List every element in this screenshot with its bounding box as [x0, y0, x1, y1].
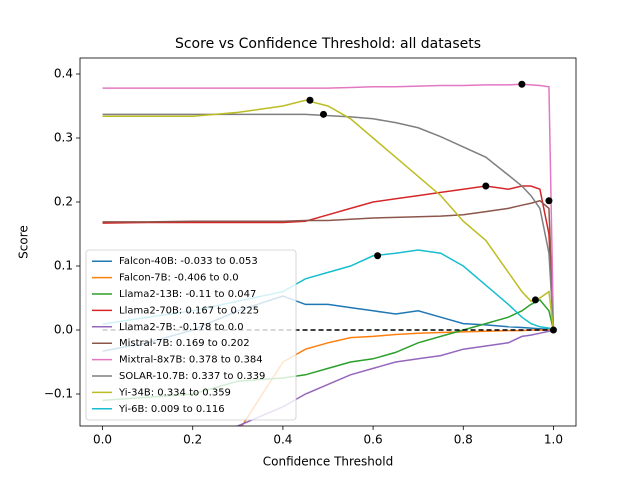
marker: [531, 296, 539, 304]
legend: Falcon-40B: -0.033 to 0.053 Falcon-7B: -0…: [85, 249, 297, 421]
legend-label: Yi-34B: 0.334 to 0.359: [118, 387, 231, 398]
legend-label: Mixtral-8x7B: 0.378 to 0.384: [119, 355, 263, 366]
axes-frame: [79, 57, 577, 427]
series-line: [102, 199, 555, 331]
marker: [482, 182, 490, 190]
marker: [518, 80, 526, 88]
y-tick-label: 0.1: [54, 259, 73, 273]
legend-label: Llama2-70B: 0.167 to 0.225: [119, 305, 259, 316]
y-tick-label: −0.1: [44, 387, 73, 401]
series-line: [235, 329, 554, 426]
series-line: [102, 185, 555, 331]
y-axis-label: Score: [17, 225, 31, 259]
marker: [545, 197, 553, 205]
y-tick-label: 0.3: [54, 131, 73, 145]
series-line: [102, 83, 555, 331]
marker: [374, 252, 382, 260]
legend-label: Llama2-13B: -0.11 to 0.047: [119, 289, 256, 300]
x-tick-label: 0.2: [183, 433, 202, 447]
series-line: [102, 99, 555, 331]
y-tick-label: 0.4: [54, 67, 73, 81]
y-tick-label: 0.0: [54, 323, 73, 337]
legend-label: Llama2-7B: -0.178 to 0.0: [119, 322, 244, 333]
x-tick-label: 0.8: [454, 433, 473, 447]
legend-box: [85, 249, 297, 421]
x-tick-label: 0.0: [93, 433, 112, 447]
x-tick-label: 1.0: [544, 433, 563, 447]
legend-label: SOLAR-10.7B: 0.337 to 0.339: [119, 371, 265, 382]
chart-title: Score vs Confidence Threshold: all datas…: [175, 36, 481, 52]
x-tick-label: 0.4: [273, 433, 292, 447]
x-tick-label: 0.6: [364, 433, 383, 447]
axes: 0.0 0.2 0.4 0.6 0.8 1.0 −0.1 0.0 0.1 0.2 0.3 0.4: [44, 57, 577, 447]
marker: [549, 326, 557, 334]
legend-label: Mistral-7B: 0.169 to 0.202: [119, 338, 250, 349]
marker: [319, 110, 327, 118]
series-line: [102, 113, 555, 331]
marker: [306, 96, 314, 104]
legend-label: Falcon-7B: -0.406 to 0.0: [119, 273, 239, 284]
legend-label: Yi-6B: 0.009 to 0.116: [118, 404, 225, 415]
legend-label: Falcon-40B: -0.033 to 0.053: [119, 256, 258, 267]
y-tick-label: 0.2: [54, 195, 73, 209]
x-axis-label: Confidence Threshold: [263, 455, 393, 469]
